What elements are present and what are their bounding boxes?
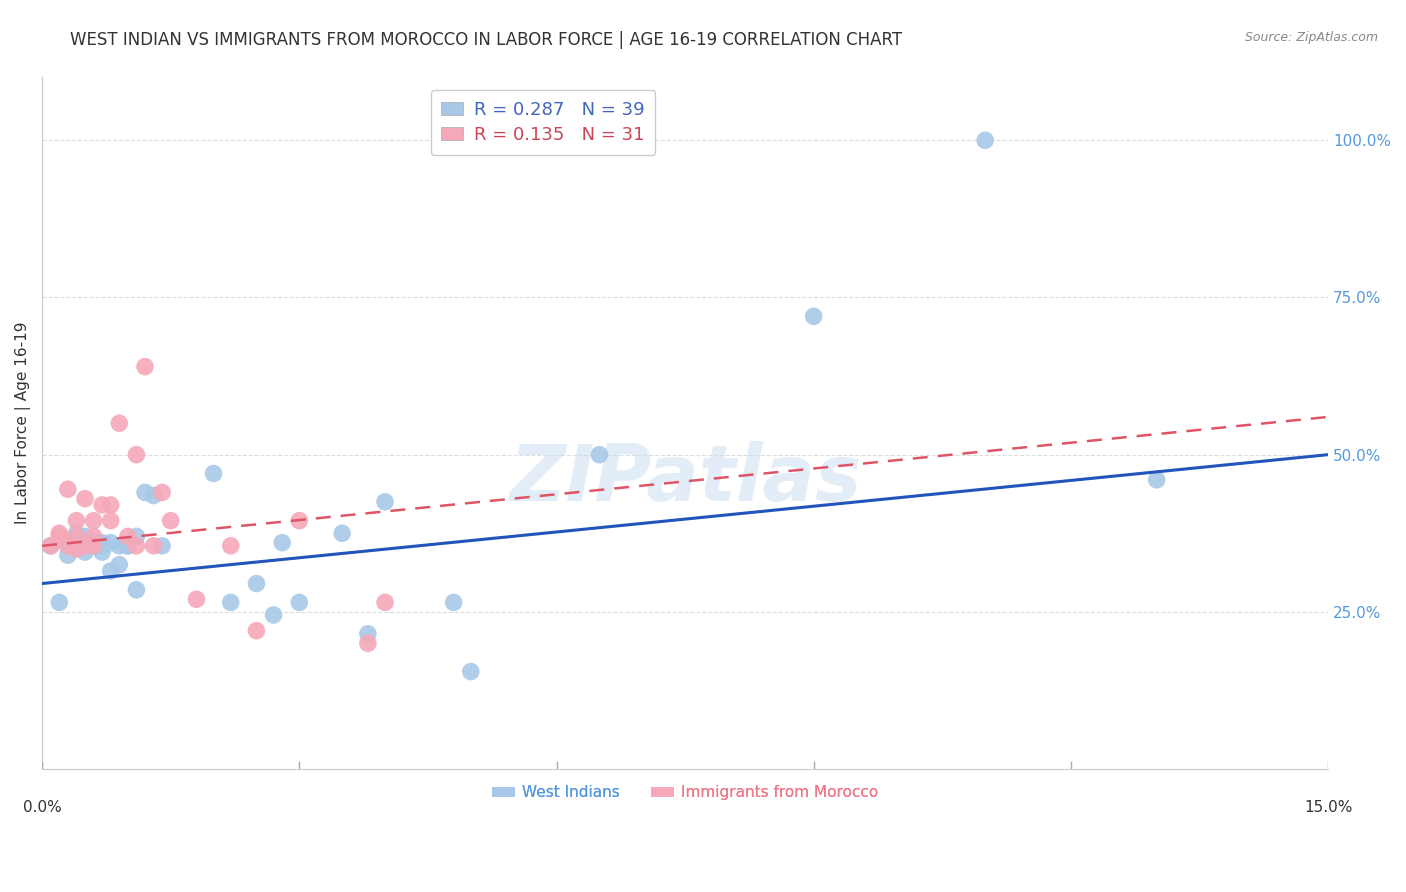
- Point: [91, 545, 114, 559]
- Point: [374, 595, 396, 609]
- Point: [588, 448, 610, 462]
- Point: [100, 535, 122, 549]
- Point: [83, 535, 105, 549]
- Point: [134, 485, 156, 500]
- Point: [108, 558, 131, 572]
- Point: [91, 498, 114, 512]
- Point: [134, 359, 156, 374]
- Point: [108, 416, 131, 430]
- Point: [357, 627, 380, 641]
- Point: [150, 539, 173, 553]
- Point: [65, 514, 87, 528]
- Point: [186, 592, 208, 607]
- Point: [48, 595, 70, 609]
- Point: [56, 539, 79, 553]
- Point: [83, 539, 105, 553]
- Point: [202, 467, 225, 481]
- Point: [125, 539, 148, 553]
- Point: [73, 539, 96, 553]
- Point: [100, 514, 122, 528]
- Point: [73, 529, 96, 543]
- Point: [73, 491, 96, 506]
- Point: [288, 595, 311, 609]
- Point: [142, 539, 165, 553]
- Point: [245, 576, 267, 591]
- Point: [374, 495, 396, 509]
- Point: [974, 133, 997, 147]
- Point: [142, 489, 165, 503]
- Point: [91, 535, 114, 549]
- Text: ZIPatlas: ZIPatlas: [509, 441, 862, 516]
- Point: [219, 539, 242, 553]
- Point: [83, 514, 105, 528]
- Point: [65, 541, 87, 556]
- Y-axis label: In Labor Force | Age 16-19: In Labor Force | Age 16-19: [15, 322, 31, 524]
- Text: Source: ZipAtlas.com: Source: ZipAtlas.com: [1244, 31, 1378, 45]
- Point: [125, 582, 148, 597]
- Point: [100, 564, 122, 578]
- Point: [263, 607, 285, 622]
- Point: [159, 514, 181, 528]
- Point: [65, 529, 87, 543]
- Point: [117, 539, 139, 553]
- Point: [48, 526, 70, 541]
- Legend: West Indians, Immigrants from Morocco: West Indians, Immigrants from Morocco: [485, 779, 884, 806]
- Point: [125, 448, 148, 462]
- Point: [91, 539, 114, 553]
- Point: [271, 535, 294, 549]
- Point: [330, 526, 353, 541]
- Point: [56, 548, 79, 562]
- Point: [65, 526, 87, 541]
- Point: [39, 539, 62, 553]
- Point: [219, 595, 242, 609]
- Point: [117, 539, 139, 553]
- Point: [39, 539, 62, 553]
- Point: [83, 539, 105, 553]
- Point: [108, 539, 131, 553]
- Point: [73, 545, 96, 559]
- Point: [83, 529, 105, 543]
- Point: [803, 310, 825, 324]
- Text: WEST INDIAN VS IMMIGRANTS FROM MOROCCO IN LABOR FORCE | AGE 16-19 CORRELATION CH: WEST INDIAN VS IMMIGRANTS FROM MOROCCO I…: [70, 31, 903, 49]
- Point: [125, 529, 148, 543]
- Point: [245, 624, 267, 638]
- Text: 0.0%: 0.0%: [22, 799, 62, 814]
- Point: [150, 485, 173, 500]
- Point: [117, 529, 139, 543]
- Point: [546, 120, 568, 135]
- Point: [1146, 473, 1168, 487]
- Point: [65, 539, 87, 553]
- Point: [48, 529, 70, 543]
- Point: [460, 665, 482, 679]
- Point: [357, 636, 380, 650]
- Point: [56, 539, 79, 553]
- Point: [288, 514, 311, 528]
- Text: 15.0%: 15.0%: [1303, 799, 1353, 814]
- Point: [100, 498, 122, 512]
- Point: [56, 482, 79, 496]
- Point: [443, 595, 465, 609]
